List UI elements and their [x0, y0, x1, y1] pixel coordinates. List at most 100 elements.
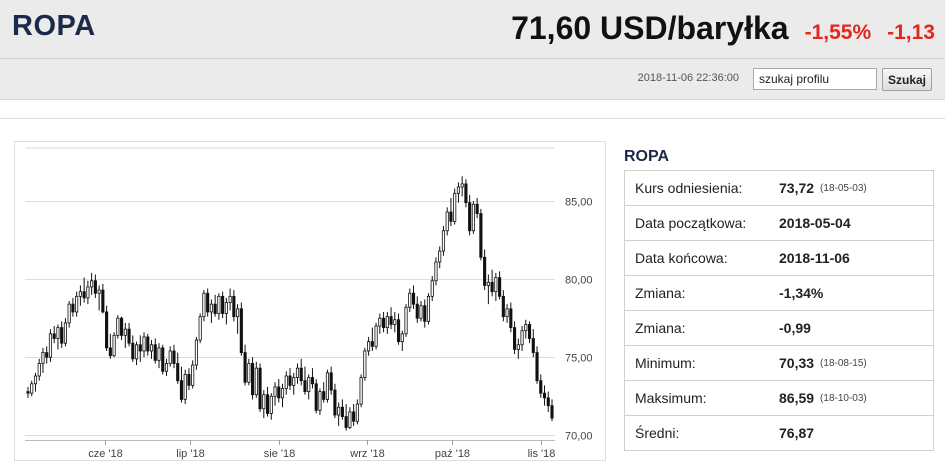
candle-body	[60, 327, 64, 344]
candle-body	[325, 372, 329, 400]
stat-value: 76,87	[779, 425, 815, 441]
candle-body	[292, 377, 296, 386]
candle-body	[45, 352, 49, 358]
stat-value: 2018-05-04	[779, 215, 851, 231]
stat-row-change-percent: Zmiana: -1,34%	[625, 276, 933, 311]
candle-body	[78, 291, 82, 297]
price-chart-panel: 70,00 75,00 80,00 85,00 cze '18 lip '18 sie '1…	[14, 141, 606, 461]
stat-label: Minimum:	[635, 355, 696, 371]
candle-body	[56, 327, 60, 339]
stats-title: ROPA	[624, 148, 670, 165]
candle-body	[209, 303, 213, 313]
candle-body	[191, 364, 195, 386]
header-bar: ROPA 71,60 USD/baryłka -1,55% -1,13 2018…	[0, 0, 945, 100]
candle-body	[479, 213, 483, 258]
candle-body	[108, 347, 112, 357]
candle-body	[63, 322, 67, 344]
stat-label: Kurs odniesienia:	[635, 180, 743, 196]
candle-body	[254, 367, 258, 396]
candle-body	[483, 256, 487, 286]
candle-body	[217, 295, 221, 314]
candle-body	[475, 203, 479, 214]
stat-label: Średni:	[635, 425, 680, 441]
candle-body	[232, 295, 236, 318]
candle-body	[426, 295, 431, 322]
candle-body	[213, 303, 217, 314]
candle-body	[198, 316, 202, 341]
stat-value: 70,33	[779, 355, 815, 371]
candle-body	[542, 392, 547, 399]
candle-body	[224, 302, 228, 314]
candle-body	[329, 372, 333, 391]
stats-table: Kurs odniesienia: 73,72 (18-05-03) Data …	[624, 170, 934, 451]
candle-body	[37, 363, 41, 377]
candle-body	[344, 416, 348, 428]
x-tick-label: cze '18	[88, 448, 123, 460]
candle-body	[385, 316, 389, 328]
candle-body	[494, 277, 498, 293]
candle-body	[550, 405, 554, 419]
candle-body	[187, 374, 191, 386]
candle-body	[438, 250, 442, 263]
candle-body	[513, 327, 517, 350]
candle-body	[531, 338, 535, 353]
candle-body	[142, 336, 146, 352]
candle-body	[337, 406, 341, 416]
profile-search-input[interactable]	[753, 68, 877, 90]
candle-body	[146, 336, 150, 352]
candle-body	[288, 375, 292, 386]
y-tick-label: 70,00	[565, 431, 593, 443]
candle-body	[239, 308, 243, 353]
candle-body	[228, 295, 232, 303]
stats-panel: ROPA Kurs odniesienia: 73,72 (18-05-03) …	[624, 148, 934, 451]
candle-body	[389, 316, 393, 325]
candle-body	[149, 344, 154, 352]
candle-body	[524, 324, 528, 332]
candle-body	[33, 375, 38, 385]
candle-body	[157, 347, 161, 361]
stat-row-reference-rate: Kurs odniesienia: 73,72 (18-05-03)	[625, 171, 933, 206]
candle-body	[501, 295, 505, 318]
candle-body	[303, 380, 307, 392]
stat-row-average: Średni: 76,87	[625, 416, 933, 451]
candle-body	[490, 281, 494, 293]
stat-value: -0,99	[779, 320, 811, 336]
stat-label: Zmiana:	[635, 285, 686, 301]
candle-body	[138, 344, 142, 352]
candle-body	[82, 291, 86, 299]
stat-row-minimum: Minimum: 70,33 (18-08-15)	[625, 346, 933, 381]
candle-body	[527, 324, 532, 339]
candle-body	[400, 333, 404, 343]
candle-body	[120, 317, 124, 336]
candle-body	[131, 342, 135, 360]
candle-body	[539, 380, 543, 394]
stat-row-change-absolute: Zmiana: -0,99	[625, 311, 933, 346]
price-change-absolute: -1,13	[887, 21, 935, 44]
candle-body	[164, 363, 169, 372]
search-button[interactable]: Szukaj	[882, 68, 932, 91]
candle-body	[449, 211, 453, 222]
candle-body	[411, 292, 416, 305]
candle-body	[468, 202, 472, 232]
candle-body	[370, 341, 374, 347]
current-price: 71,60 USD/baryłka	[511, 10, 789, 46]
candle-body	[251, 363, 255, 396]
candlestick-chart: 70,00 75,00 80,00 85,00 cze '18 lip '18 sie '1…	[25, 147, 593, 460]
candle-body	[41, 352, 45, 364]
candle-body	[352, 411, 356, 422]
stat-label: Data końcowa:	[635, 250, 728, 266]
search-row: 2018-11-06 22:36:00 Szukaj	[0, 58, 945, 100]
candle-body	[374, 325, 378, 347]
candle-body	[430, 280, 434, 297]
candle-body	[382, 317, 386, 328]
candle-body	[355, 403, 359, 422]
candle-body	[90, 280, 94, 288]
stat-row-maximum: Maksimum: 86,59 (18-10-03)	[625, 381, 933, 416]
stat-row-start-date: Data początkowa: 2018-05-04	[625, 206, 933, 241]
x-tick-label: lis '18	[528, 448, 556, 460]
candle-body	[48, 333, 53, 358]
candle-body	[127, 328, 131, 344]
instrument-title: ROPA	[12, 10, 96, 42]
candle-body	[269, 395, 273, 414]
candle-body	[509, 308, 513, 328]
